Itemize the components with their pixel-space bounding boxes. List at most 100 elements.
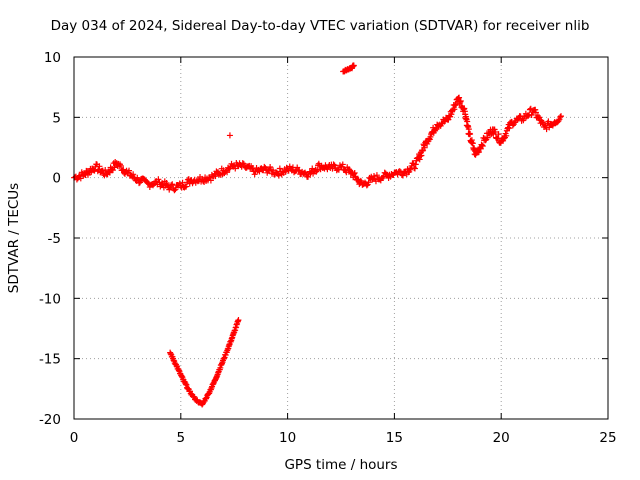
y-tick-label: 0 [52,171,61,187]
data-point [465,126,472,133]
x-tick-label: 10 [279,430,296,446]
data-point [418,152,425,159]
y-tick-label: -15 [39,352,61,368]
data-point [240,160,247,167]
data-point [314,167,321,174]
data-point [369,176,376,183]
data-point [527,105,534,112]
data-point [304,173,311,180]
data-point [224,169,231,176]
data-point [488,129,495,136]
data-point [261,163,268,170]
data-point [467,131,474,138]
x-tick-label: 20 [493,430,510,446]
data-point [461,105,468,112]
data-point [479,143,486,150]
data-point [331,162,338,169]
data-point [218,165,225,172]
data-point [226,132,233,139]
data-point [117,162,124,169]
grid-lines [74,57,608,419]
data-point [239,160,246,167]
data-point [557,113,564,120]
data-point [330,161,337,168]
data-point [200,399,207,406]
data-point [373,172,380,179]
data-point [203,395,210,402]
chart-title: Day 034 of 2024, Sidereal Day-to-day VTE… [50,18,590,34]
data-point [424,140,431,147]
y-tick-label: -20 [39,412,61,428]
x-axis-label: GPS time / hours [284,457,398,473]
data-point [79,171,86,178]
data-point [313,168,320,175]
data-point [456,94,463,101]
y-tick-label: 10 [44,50,61,66]
data-point [410,160,417,167]
data-point [184,179,191,186]
data-point [155,176,162,183]
data-point [441,118,448,125]
data-point [160,181,166,188]
data-point [411,164,418,171]
data-point [484,134,491,141]
x-tick-label: 0 [70,430,79,446]
data-point [339,161,346,168]
data-point [77,175,84,182]
data-point [251,171,258,178]
data-point [546,124,553,131]
plot-frame [73,56,609,420]
data-point [503,132,510,139]
data-point [346,166,353,173]
data-point [134,174,141,181]
data-point [558,113,565,120]
data-point [495,131,502,138]
data-point [432,126,439,133]
data-point [457,97,464,104]
data-point [130,171,137,178]
data-point [197,174,204,181]
data-point [350,63,357,70]
y-tick-label: 5 [52,110,61,126]
data-point [73,176,80,183]
data-point [532,109,539,116]
data-point [275,172,282,179]
data-point [475,149,482,156]
x-tick-label: 5 [177,430,186,446]
data-point [368,173,375,180]
data-point [172,186,179,193]
data-point [471,145,478,152]
data-point [282,168,289,175]
data-point [324,166,331,173]
data-point [144,179,151,186]
data-point [363,182,370,189]
data-point [453,101,460,108]
data-points [71,62,565,408]
data-point [126,167,133,174]
data-point [176,180,183,187]
axis-ticks: 0 5 10 15 20 25 -20 -15 -10 -5 0 5 10 [39,50,617,446]
data-point [354,176,361,183]
data-point [179,374,186,381]
y-tick-label: -10 [39,291,61,307]
data-point [171,187,178,194]
data-point [536,114,543,121]
data-point [166,186,173,193]
data-point [399,172,406,179]
data-point [427,133,434,140]
data-point [262,164,269,171]
data-point [371,173,378,180]
data-point [532,106,539,113]
data-point [351,169,358,176]
data-point [411,165,418,172]
data-point [212,173,219,180]
x-tick-label: 25 [599,430,616,446]
data-point [267,163,274,170]
data-point [232,165,239,172]
data-point [111,164,118,171]
data-point [234,318,241,325]
data-point [379,174,386,181]
data-point [143,179,150,186]
data-point [396,168,403,175]
data-point [91,167,98,174]
